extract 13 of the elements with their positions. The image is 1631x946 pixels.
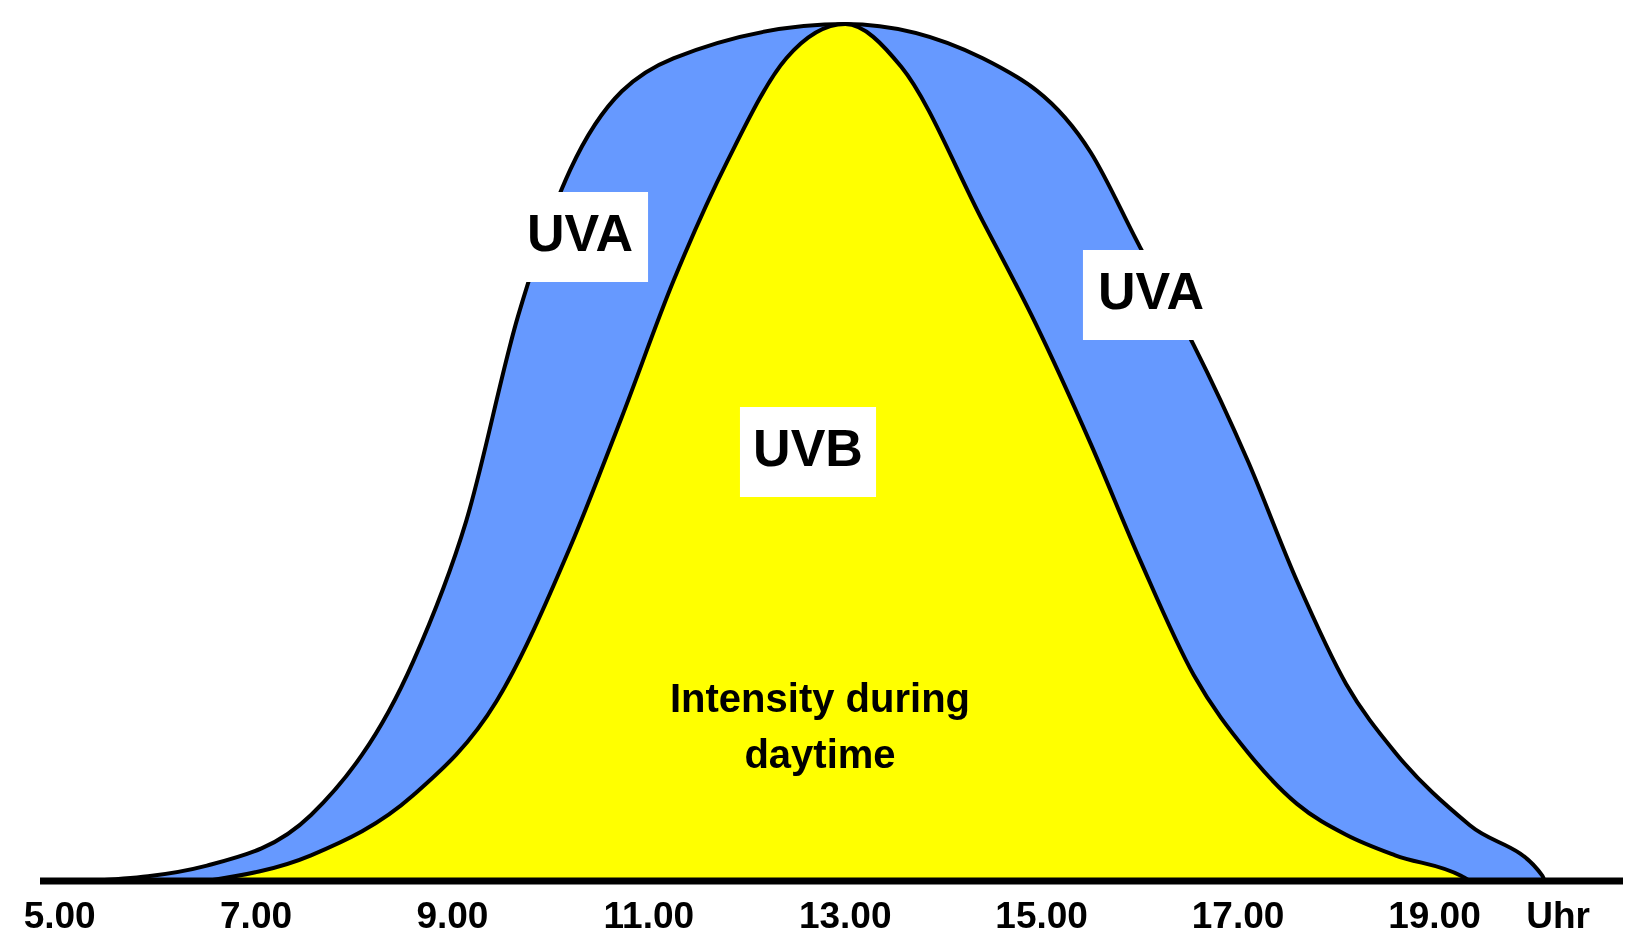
annotation: UVB (753, 418, 863, 477)
annotation: UVA (527, 203, 633, 262)
annotation: UVA (1098, 261, 1204, 320)
x-tick-label: 15.00 (995, 894, 1088, 936)
x-tick-label: 11.00 (603, 894, 695, 936)
annotation: Intensity during daytime (670, 675, 970, 776)
x-tick-label: 5.00 (23, 894, 96, 936)
x-axis-title: Uhr (1526, 894, 1590, 936)
x-tick-label: 9.00 (416, 894, 489, 936)
x-tick-label: 17.00 (1191, 894, 1285, 936)
x-tick-label: 7.00 (220, 894, 293, 936)
x-tick-label: 19.00 (1388, 894, 1481, 936)
x-tick-label: 13.00 (798, 894, 892, 936)
